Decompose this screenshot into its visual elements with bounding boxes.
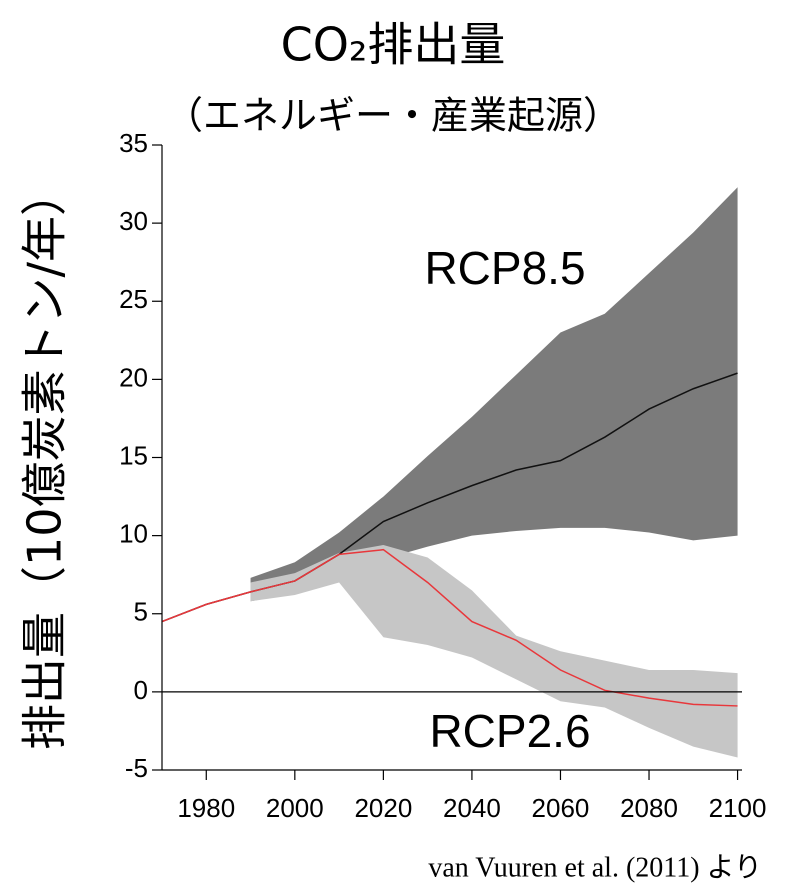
y-tick-label: -5 <box>125 753 148 783</box>
y-tick-label: 0 <box>134 675 148 705</box>
band <box>250 187 738 602</box>
x-tick-label: 2100 <box>709 793 767 823</box>
x-tick-label: 2000 <box>266 793 324 823</box>
y-tick-label: 25 <box>119 284 148 314</box>
y-tick-label: 35 <box>119 128 148 158</box>
x-tick-label: 1980 <box>177 793 235 823</box>
y-tick-label: 20 <box>119 362 148 392</box>
chart-subtitle: （エネルギー・産業起源） <box>165 94 621 138</box>
y-tick-label: 10 <box>119 519 148 549</box>
y-tick-label: 30 <box>119 206 148 236</box>
source: van Vuuren et al. (2011) より <box>428 852 762 883</box>
line <box>161 548 738 707</box>
series-label: RCP2.6 <box>429 705 590 757</box>
series-label: RCP8.5 <box>424 242 585 294</box>
chart-title: CO₂排出量 <box>281 18 506 72</box>
x-tick-label: 2060 <box>532 793 590 823</box>
x-tick-label: 2020 <box>354 793 412 823</box>
y-tick-label: 15 <box>119 440 148 470</box>
y-axis-label: 排出量（10億炭素トン/年） <box>18 170 72 750</box>
x-tick-label: 2080 <box>620 793 678 823</box>
x-tick-label: 2040 <box>443 793 501 823</box>
band <box>250 545 738 758</box>
y-tick-label: 5 <box>134 597 148 627</box>
